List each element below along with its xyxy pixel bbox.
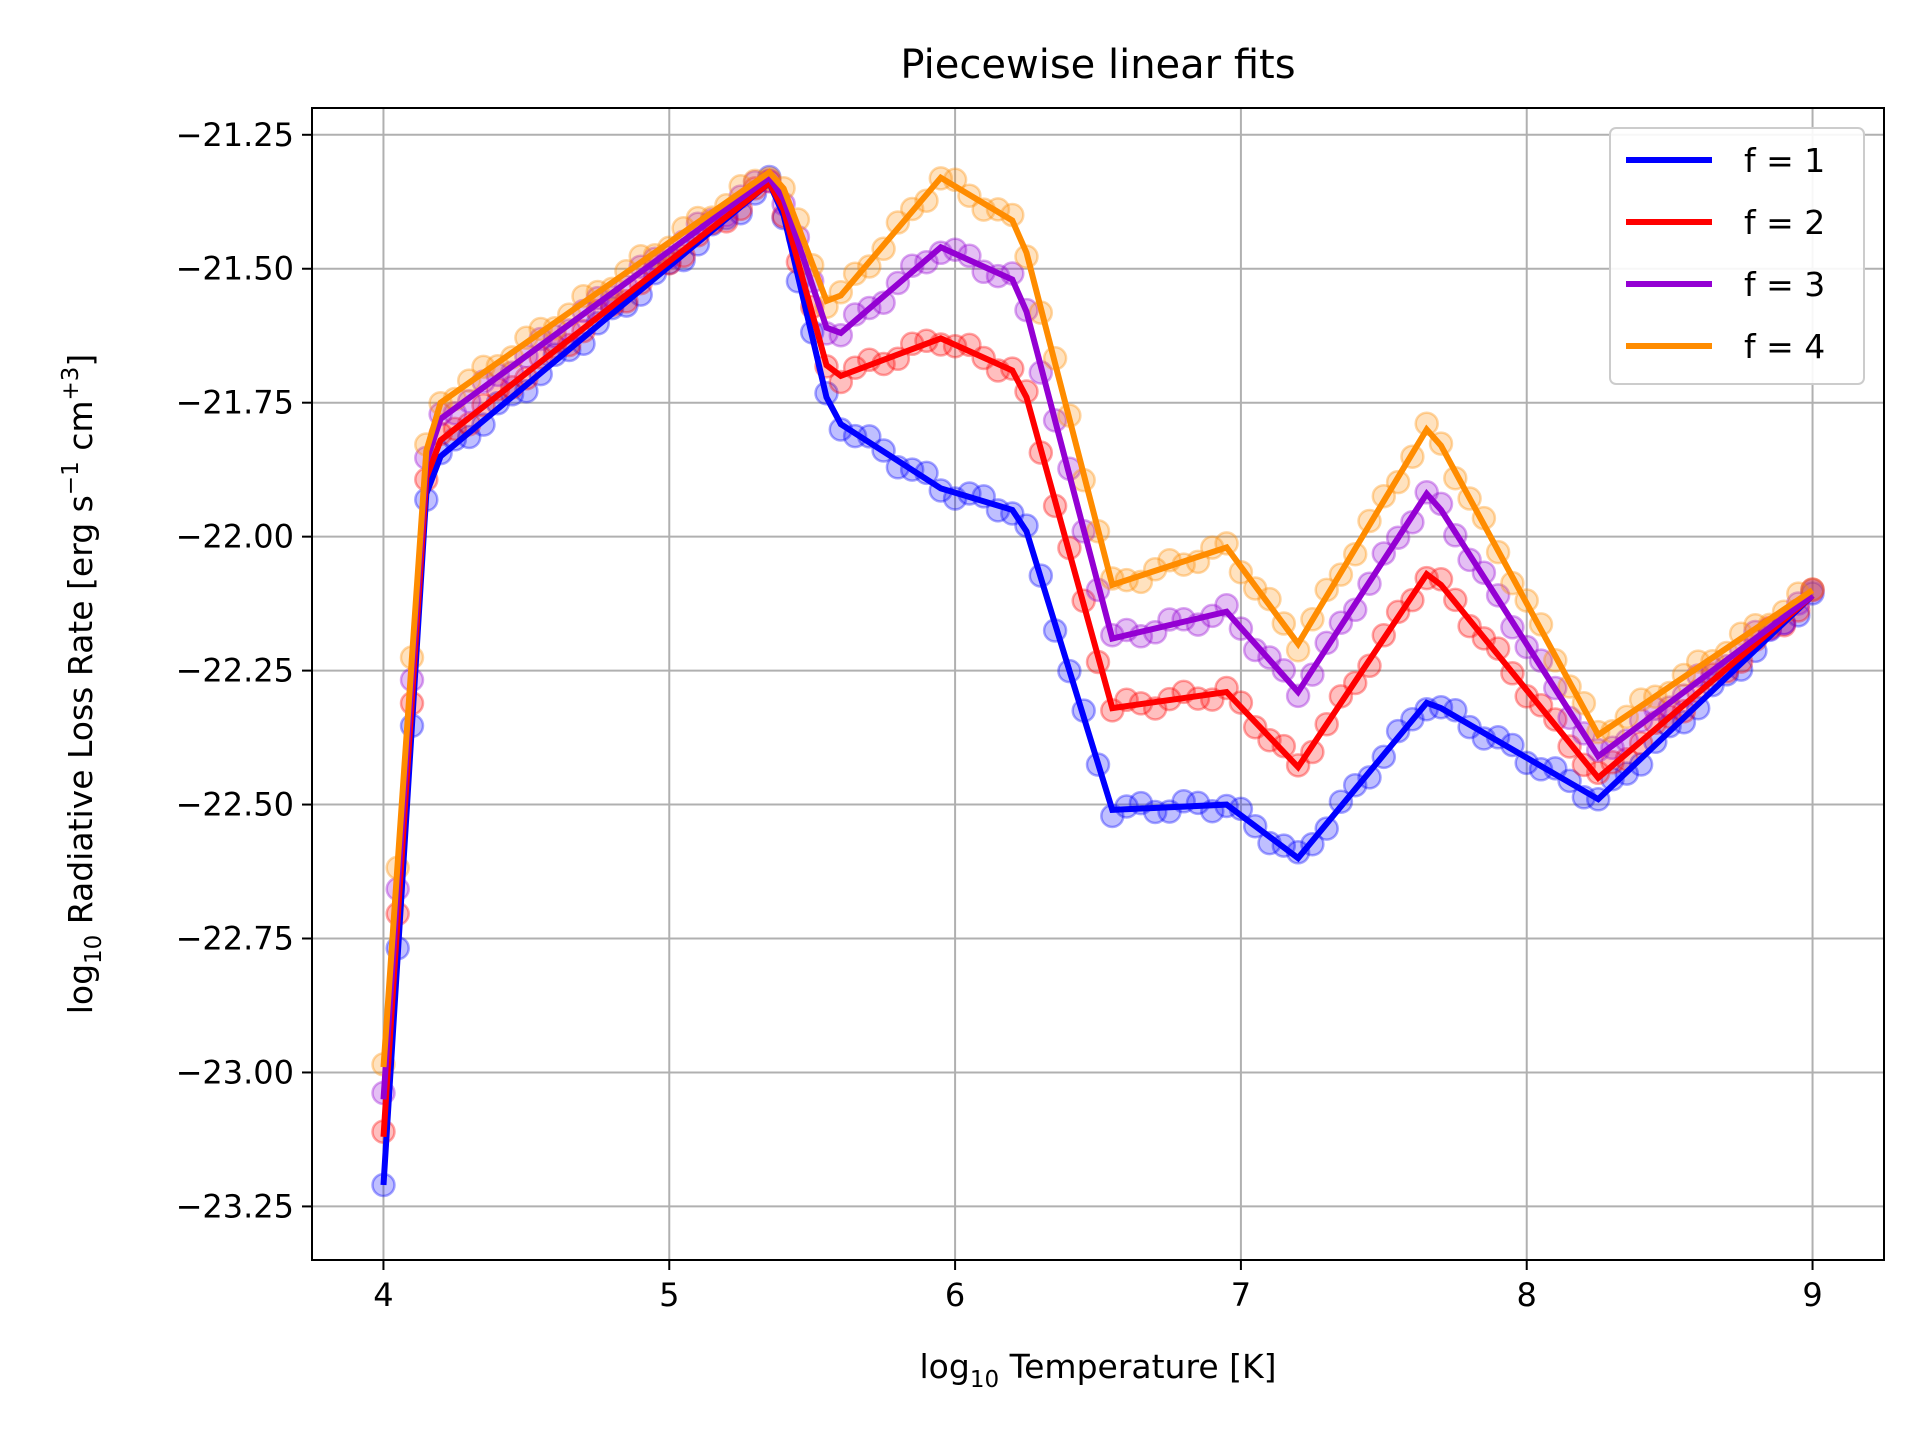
data-point xyxy=(1671,709,1697,735)
data-point xyxy=(1514,684,1539,709)
data-point xyxy=(1242,714,1268,740)
axes-frame xyxy=(311,107,1885,1261)
legend: f = 1 f = 2 f = 3 f = 4 xyxy=(1609,127,1865,385)
data-point xyxy=(1271,733,1297,759)
x-tick-label: 5 xyxy=(659,1276,679,1314)
data-point xyxy=(914,188,939,213)
axis-ticks: 4 5 6 7 8 9 −21.25 −21.50 −21.75 −22.00 −22.25 −22.… xyxy=(176,116,1823,1314)
x-tick-label: 9 xyxy=(1802,1276,1822,1314)
data-point xyxy=(1242,637,1268,663)
y-tick-label: −22.50 xyxy=(176,786,294,824)
y-tick-label: −21.25 xyxy=(176,116,294,154)
series-line xyxy=(380,168,1815,1068)
y-tick-label: −22.00 xyxy=(176,518,294,556)
series-line xyxy=(380,178,1815,1137)
legend-label: f = 4 xyxy=(1744,327,1825,366)
data-point xyxy=(1385,718,1411,744)
series-line xyxy=(380,173,1815,1100)
y-axis-label: log10 Radiative Loss Rate [erg s−1 cm+3] xyxy=(58,354,107,1015)
data-point xyxy=(1457,613,1482,639)
x-tick-label: 8 xyxy=(1517,1276,1537,1314)
x-tick-label: 6 xyxy=(945,1276,965,1314)
y-tick-label: −23.00 xyxy=(176,1053,294,1091)
legend-label: f = 1 xyxy=(1744,141,1825,180)
x-axis-label: log10 Temperature [K] xyxy=(920,1347,1277,1393)
y-tick-label: −23.25 xyxy=(176,1187,294,1225)
legend-label: f = 3 xyxy=(1744,265,1825,304)
data-point xyxy=(1628,752,1654,777)
plot-area xyxy=(371,164,1825,1198)
x-tick-label: 4 xyxy=(373,1276,393,1314)
x-tick-label: 7 xyxy=(1231,1276,1251,1314)
y-tick-label: −22.25 xyxy=(176,652,294,690)
y-tick-label: −21.75 xyxy=(176,384,294,422)
y-tick-label: −21.50 xyxy=(176,250,294,288)
legend-label: f = 2 xyxy=(1744,203,1825,242)
y-tick-label: −22.75 xyxy=(176,920,294,958)
chart-title: Piecewise linear fits xyxy=(900,42,1295,88)
legend-box xyxy=(1609,127,1865,385)
data-point xyxy=(1271,658,1297,683)
series-line xyxy=(380,178,1815,1186)
data-point xyxy=(885,210,911,235)
